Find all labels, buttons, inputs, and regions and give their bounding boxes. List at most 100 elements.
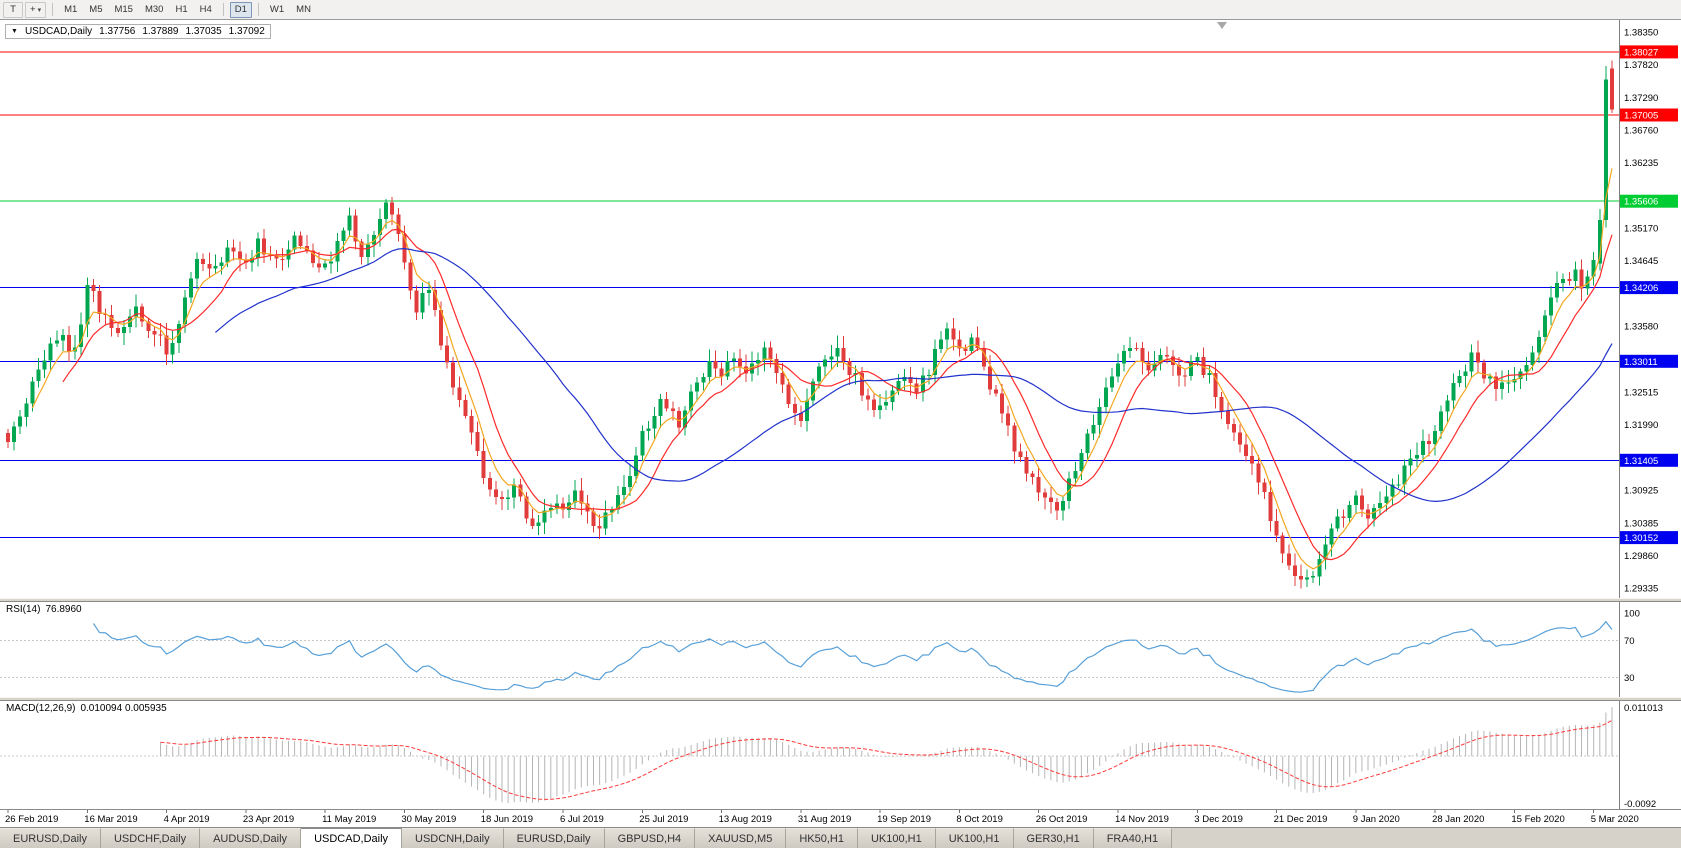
chart-ohlc-header[interactable]: ▼ USDCAD,Daily 1.37756 1.37889 1.37035 1… (5, 24, 271, 39)
chart-tab-2-audusd-daily[interactable]: AUDUSD,Daily (200, 828, 302, 848)
moving-average-lines (31, 168, 1613, 570)
crosshair-tool-button[interactable]: + ▾ (25, 1, 47, 18)
timeframe-d1-button[interactable]: D1 (229, 1, 252, 18)
toolbar-separator (222, 3, 224, 16)
timeframe-mn-button[interactable]: MN (291, 2, 316, 18)
svg-text:1.34645: 1.34645 (1624, 256, 1658, 267)
svg-text:1.37820: 1.37820 (1624, 60, 1658, 71)
timeframe-m15-button[interactable]: M15 (109, 2, 137, 18)
svg-text:1.30152: 1.30152 (1624, 533, 1658, 544)
chart-tab-3-usdcad-daily[interactable]: USDCAD,Daily (301, 828, 403, 848)
timeframe-w1-button[interactable]: W1 (265, 2, 289, 18)
ohlc-high-value: 1.37889 (142, 26, 179, 37)
candlestick-series[interactable] (6, 60, 1614, 589)
svg-text:70: 70 (1624, 636, 1635, 647)
svg-text:21 Dec 2019: 21 Dec 2019 (1274, 814, 1328, 825)
macd-indicator-label: MACD(12,26,9) 0.010094 0.005935 (6, 703, 172, 714)
ohlc-open-value: 1.37756 (99, 26, 136, 37)
svg-text:1.38027: 1.38027 (1624, 47, 1658, 58)
horizontal-level-lines[interactable] (0, 51, 1619, 539)
price-axis[interactable]: 1.38350 1.37820 1.37290 1.36760 1.36235 1.351… (1624, 28, 1658, 595)
svg-text:30 May 2019: 30 May 2019 (401, 814, 456, 825)
svg-text:1.29335: 1.29335 (1624, 584, 1658, 595)
crosshair-icon: + (30, 4, 36, 15)
chart-tab-10-uk100-h1[interactable]: UK100,H1 (935, 828, 1014, 848)
ohlc-close-value: 1.37092 (228, 26, 265, 37)
svg-text:31 Aug 2019: 31 Aug 2019 (798, 814, 851, 825)
chart-tab-9-uk100-h1[interactable]: UK100,H1 (857, 828, 936, 848)
timeframe-m1-button[interactable]: M1 (59, 2, 82, 18)
collapse-arrow-icon[interactable]: ▼ (11, 28, 18, 35)
macd-name: MACD(12,26,9) (6, 703, 76, 714)
svg-text:1.30385: 1.30385 (1624, 519, 1658, 530)
svg-text:5 Mar 2020: 5 Mar 2020 (1591, 814, 1639, 825)
svg-text:1.36760: 1.36760 (1624, 126, 1658, 137)
svg-text:1.36235: 1.36235 (1624, 158, 1658, 169)
price-level-labels: 1.38027 1.37005 1.35606 1.34206 1.33011 1.314… (1620, 45, 1678, 545)
chevron-down-icon: ▾ (37, 6, 42, 14)
panel-splitter[interactable] (0, 598, 1681, 602)
chart-tab-11-ger30-h1[interactable]: GER30,H1 (1013, 828, 1094, 848)
svg-text:13 Aug 2019: 13 Aug 2019 (719, 814, 772, 825)
svg-text:1.35170: 1.35170 (1624, 224, 1658, 235)
ohlc-low-value: 1.37035 (185, 26, 222, 37)
svg-text:25 Jul 2019: 25 Jul 2019 (639, 814, 688, 825)
svg-text:4 Apr 2019: 4 Apr 2019 (164, 814, 210, 825)
chart-tab-1-usdchf-daily[interactable]: USDCHF,Daily (100, 828, 201, 848)
rsi-value: 76.8960 (45, 604, 82, 615)
svg-text:1.38350: 1.38350 (1624, 28, 1658, 39)
svg-text:1.34206: 1.34206 (1624, 283, 1658, 294)
macd-indicator (0, 707, 1619, 803)
svg-text:26 Oct 2019: 26 Oct 2019 (1036, 814, 1088, 825)
svg-text:28 Jan 2020: 28 Jan 2020 (1432, 814, 1484, 825)
svg-text:1.31405: 1.31405 (1624, 456, 1658, 467)
svg-text:23 Apr 2019: 23 Apr 2019 (243, 814, 294, 825)
templates-tool-button[interactable]: T (3, 1, 23, 18)
timeframe-button-group: M1 M5 M15 M30 H1 H4 D1 W1 MN (59, 1, 316, 18)
time-axis[interactable]: 26 Feb 2019 16 Mar 2019 4 Apr 2019 23 Apr 2… (5, 810, 1639, 825)
svg-text:1.35606: 1.35606 (1624, 197, 1658, 208)
chart-tab-4-usdcnh-daily[interactable]: USDCNH,Daily (402, 828, 504, 848)
chart-tab-7-xauusd-m5[interactable]: XAUUSD,M5 (695, 828, 787, 848)
macd-values: 0.010094 0.005935 (80, 703, 167, 714)
chart-tab-bar: EURUSD,Daily USDCHF,Daily AUDUSD,Daily USDC… (0, 827, 1681, 848)
chart-tab-8-hk50-h1[interactable]: HK50,H1 (786, 828, 858, 848)
svg-text:30: 30 (1624, 673, 1635, 684)
svg-text:15 Feb 2020: 15 Feb 2020 (1511, 814, 1564, 825)
top-toolbar: T + ▾ M1 M5 M15 M30 H1 H4 D1 W1 MN (0, 0, 1681, 19)
toolbar-separator (257, 3, 259, 16)
timeframe-h4-button[interactable]: H4 (195, 2, 217, 18)
svg-text:1.32515: 1.32515 (1624, 387, 1658, 398)
svg-text:3 Dec 2019: 3 Dec 2019 (1194, 814, 1243, 825)
chart-tab-12-fra40-h1[interactable]: FRA40,H1 (1093, 828, 1173, 848)
chart-shift-marker (1217, 22, 1227, 29)
macd-axis-top-label: 0.011013 (1624, 703, 1663, 714)
chart-symbol-period: USDCAD,Daily (24, 26, 93, 37)
svg-text:16 Mar 2019: 16 Mar 2019 (84, 814, 137, 825)
toolbar-separator (52, 3, 54, 16)
timeframe-m30-button[interactable]: M30 (140, 2, 168, 18)
svg-text:14 Nov 2019: 14 Nov 2019 (1115, 814, 1169, 825)
rsi-indicator (0, 620, 1619, 693)
svg-text:1.33580: 1.33580 (1624, 322, 1658, 333)
svg-text:1.29860: 1.29860 (1624, 551, 1658, 562)
timeframe-h1-button[interactable]: H1 (170, 2, 192, 18)
svg-text:1.30925: 1.30925 (1624, 485, 1658, 496)
svg-text:1.37290: 1.37290 (1624, 93, 1658, 104)
panel-splitter[interactable] (0, 697, 1681, 701)
chart-tab-0-eurusd-daily[interactable]: EURUSD,Daily (0, 828, 101, 848)
rsi-indicator-label: RSI(14) 76.8960 (6, 604, 87, 615)
chart-tab-6-gbpusd-h4[interactable]: GBPUSD,H4 (604, 828, 696, 848)
chart-tab-5-eurusd-daily[interactable]: EURUSD,Daily (503, 828, 605, 848)
svg-text:18 Jun 2019: 18 Jun 2019 (481, 814, 533, 825)
rsi-axis: 100 70 30 (1624, 609, 1640, 684)
svg-text:6 Jul 2019: 6 Jul 2019 (560, 814, 604, 825)
svg-text:8 Oct 2019: 8 Oct 2019 (956, 814, 1002, 825)
timeframe-m5-button[interactable]: M5 (84, 2, 107, 18)
svg-text:9 Jan 2020: 9 Jan 2020 (1353, 814, 1400, 825)
svg-text:1.33011: 1.33011 (1624, 357, 1658, 368)
svg-text:1.31990: 1.31990 (1624, 420, 1658, 431)
svg-text:100: 100 (1624, 609, 1640, 620)
